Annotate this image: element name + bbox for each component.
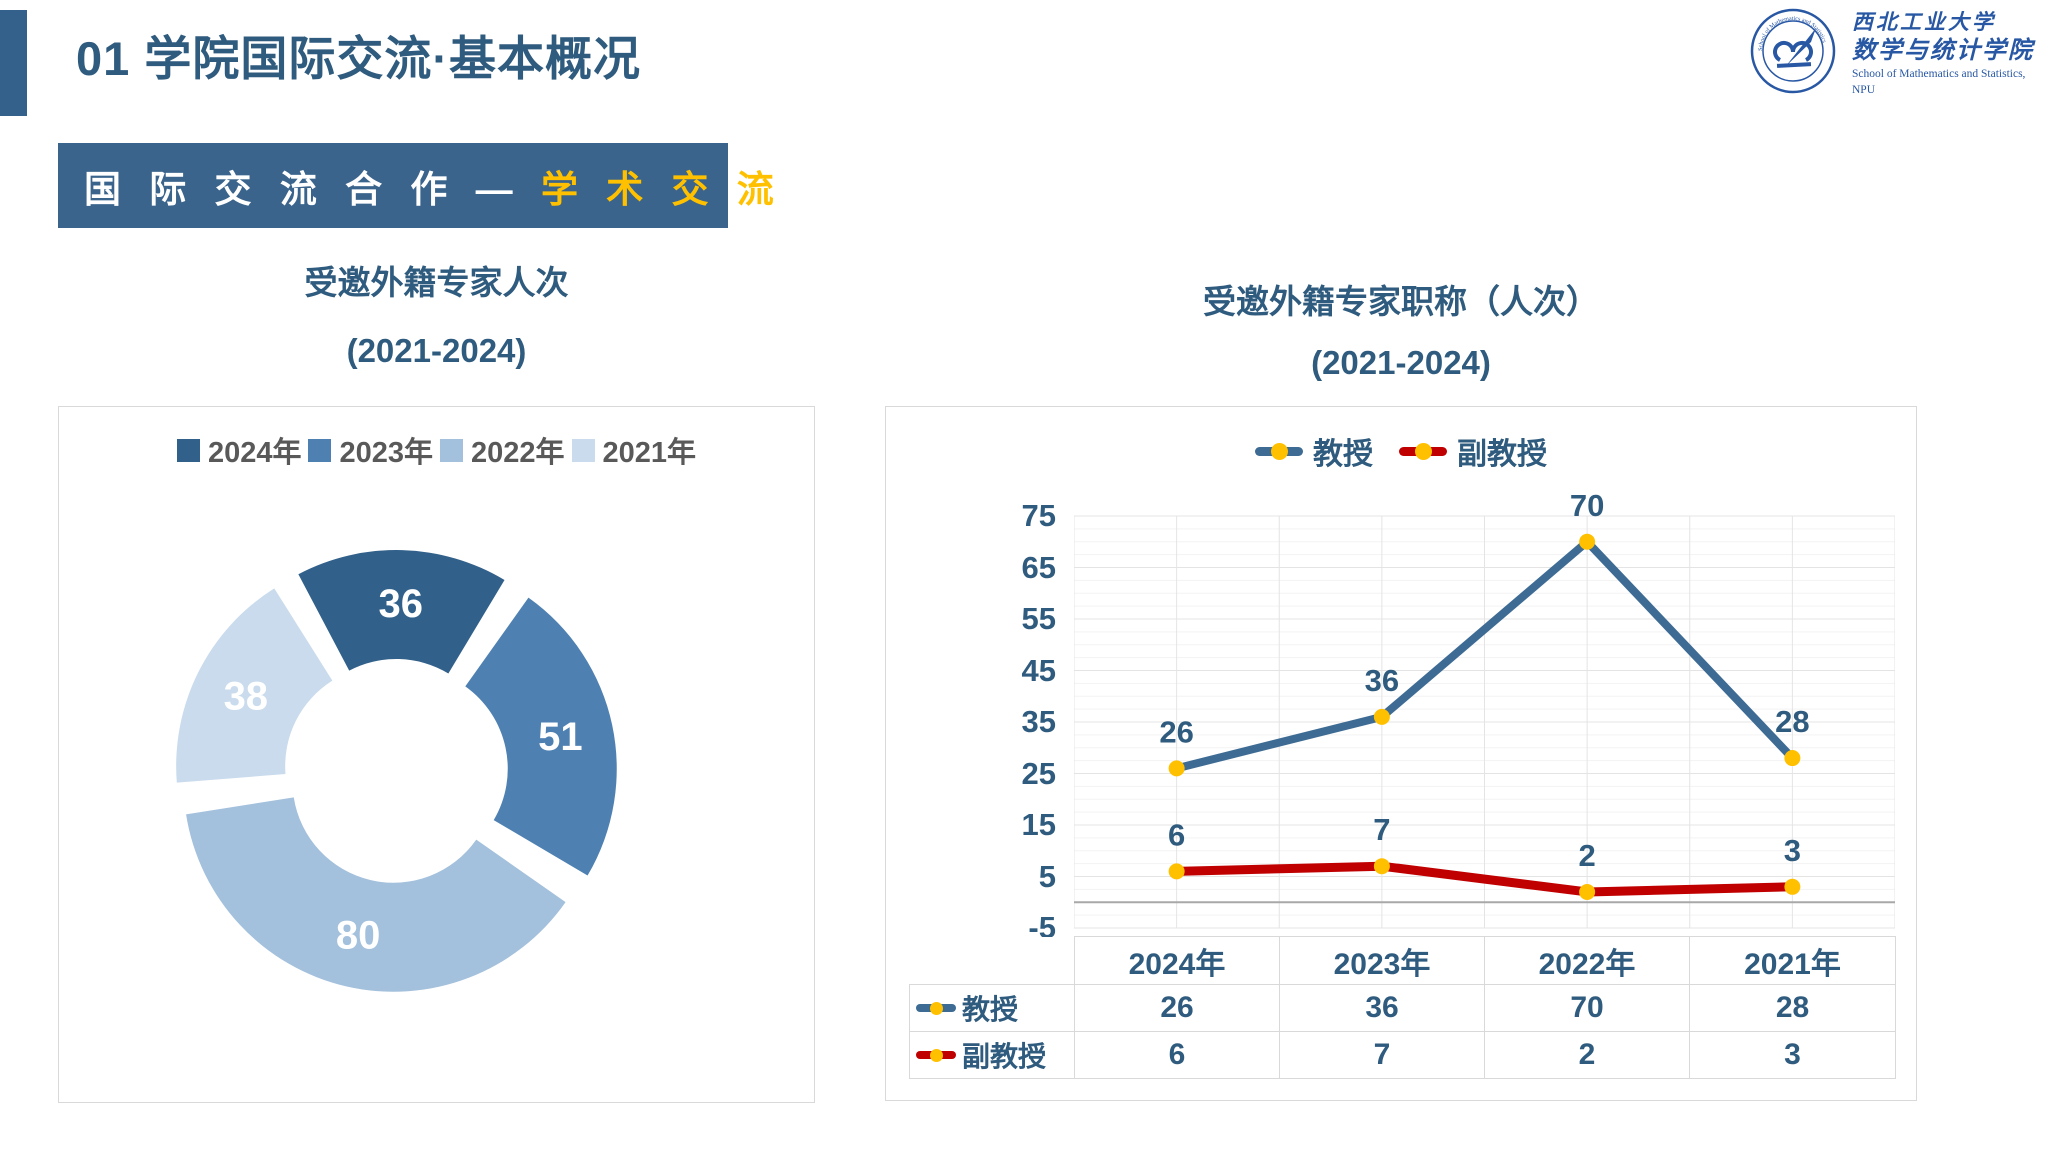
table-header-cell: 2022年 — [1484, 936, 1690, 985]
legend-label: 教授 — [1313, 438, 1373, 471]
data-point-marker — [1373, 708, 1390, 725]
table-cell: 26 — [1074, 984, 1280, 1032]
school-logo: School of Mathematics and Statistics 西北工… — [1750, 4, 2042, 96]
legend-label: 2021年 — [602, 437, 697, 469]
data-table: 2024年 2023年 2022年 2021年 教授 26 36 70 28 — [909, 936, 1896, 1079]
accent-bar — [0, 10, 27, 116]
legend-swatch-2024 — [176, 438, 200, 462]
logo-university-name: 西北工业大学 — [1852, 11, 1996, 34]
data-label: 7 — [1373, 812, 1390, 847]
data-point-marker — [1784, 750, 1801, 767]
doughnut-slice-2024年 — [298, 550, 505, 674]
table-cell: 3 — [1689, 1031, 1896, 1079]
legend-swatch-2022 — [440, 438, 463, 462]
pie-chart-title-line1: 受邀外籍专家人次 — [304, 264, 569, 301]
table-row-label: 教授 — [962, 994, 1019, 1025]
table-cell: 7 — [1279, 1031, 1485, 1079]
data-label: 28 — [1775, 704, 1809, 739]
logo-seal-icon: School of Mathematics and Statistics — [1750, 8, 1836, 94]
banner-highlight-text: 学 术 交 流 — [540, 168, 783, 210]
data-point-marker — [1168, 863, 1185, 880]
y-axis-tick: 25 — [1021, 755, 1056, 791]
y-axis-tick: 15 — [1021, 807, 1056, 842]
table-corner-cell — [909, 936, 1075, 985]
legend-item-2024: 2024年 — [176, 429, 302, 471]
slice-data-label: 36 — [378, 582, 423, 626]
table-cell: 36 — [1279, 984, 1485, 1032]
table-row-label: 副教授 — [962, 1041, 1047, 1072]
slice-data-label: 51 — [538, 715, 583, 759]
data-point-marker — [1168, 760, 1185, 777]
data-label: 2 — [1579, 838, 1596, 873]
section-banner: 国 际 交 流 合 作 — 学 术 交 流 — [58, 143, 774, 228]
pie-chart-title-line2: (2021-2024) — [346, 332, 527, 369]
legend-item-2021: 2021年 — [571, 429, 697, 471]
table-row-label-cell: 教授 — [909, 984, 1075, 1032]
table-header-row: 2024年 2023年 2022年 2021年 — [909, 936, 1896, 985]
table-cell: 2 — [1484, 1031, 1690, 1079]
logo-school-name-en: School of Mathematics and Statistics, NP… — [1852, 68, 2026, 96]
professor-line-key-icon — [916, 1001, 956, 1015]
data-label: 6 — [1168, 817, 1185, 852]
doughnut-chart: 36 51 80 38 — [176, 550, 617, 992]
data-label: 3 — [1784, 833, 1801, 868]
legend-item-2022: 2022年 — [440, 429, 565, 471]
data-point-marker — [1579, 883, 1596, 900]
legend-label: 副教授 — [1457, 438, 1547, 471]
table-row-label-cell: 副教授 — [909, 1031, 1075, 1079]
legend-swatch-2021 — [571, 438, 595, 462]
page-title: 01 学院国际交流·基本概况 — [76, 32, 641, 85]
data-point-marker — [1373, 858, 1390, 875]
y-axis-tick: 45 — [1021, 652, 1056, 688]
banner-text: 国 际 交 流 合 作 — — [84, 168, 541, 210]
legend-swatch-2023 — [308, 438, 332, 462]
legend-item-associate-professor: 副教授 — [1399, 429, 1547, 473]
pie-chart-panel: 2024年 2023年 2022年 2021年 36 51 80 38 — [58, 406, 815, 1103]
line-chart: 26 36 70 28 6 7 2 3 — [1074, 488, 1895, 929]
logo-text-block: 西北工业大学 数学与统计学院 School of Mathematics and… — [1852, 10, 2042, 98]
professor-line-key-icon — [1255, 442, 1303, 460]
y-axis-tick: 35 — [1021, 704, 1056, 739]
pie-legend: 2024年 2023年 2022年 2021年 — [59, 429, 814, 471]
data-label: 70 — [1570, 488, 1604, 523]
legend-label: 2022年 — [471, 437, 565, 469]
y-axis-ticks: 75 65 55 45 35 25 15 5 -5 — [956, 407, 1056, 1100]
line-legend: 教授 副教授 — [886, 429, 1916, 473]
legend-item-professor: 教授 — [1255, 429, 1373, 473]
table-header-cell: 2021年 — [1689, 936, 1896, 985]
line-chart-panel: 教授 副教授 75 65 55 45 35 25 15 5 -5 26 36 70 28 6 7 2 3 20… — [885, 406, 1917, 1101]
y-axis-tick: 65 — [1021, 549, 1056, 585]
slice-data-label: 80 — [336, 914, 381, 958]
table-cell: 6 — [1074, 1031, 1280, 1079]
series-line-教授 — [1172, 537, 1797, 773]
data-label: 36 — [1365, 663, 1399, 698]
table-header-cell: 2024年 — [1074, 936, 1280, 985]
associate-professor-line-key-icon — [1399, 442, 1447, 460]
table-cell: 70 — [1484, 984, 1690, 1032]
doughnut-slice-2021年 — [176, 588, 333, 783]
table-row-associate-professor: 副教授 6 7 2 3 — [909, 1031, 1896, 1079]
line-chart-title-line1: 受邀外籍专家职称（人次） — [1203, 283, 1599, 320]
slice-data-label: 38 — [224, 675, 269, 719]
table-cell: 28 — [1689, 984, 1896, 1032]
table-row-professor: 教授 26 36 70 28 — [909, 984, 1896, 1032]
y-axis-tick: 55 — [1021, 601, 1056, 636]
logo-school-name: 数学与统计学院 — [1852, 37, 2034, 64]
legend-label: 2023年 — [339, 437, 433, 469]
series-line-副教授 — [1172, 861, 1797, 897]
legend-item-2023: 2023年 — [308, 429, 433, 471]
line-chart-title-line2: (2021-2024) — [1311, 344, 1491, 381]
data-label: 26 — [1159, 714, 1193, 749]
legend-label: 2024年 — [207, 437, 302, 469]
table-header-cell: 2023年 — [1279, 936, 1485, 985]
data-point-marker — [1579, 533, 1596, 550]
data-point-marker — [1784, 878, 1801, 895]
doughnut-slice-2022年 — [186, 797, 566, 992]
y-axis-tick: 75 — [1021, 498, 1056, 533]
associate-professor-line-key-icon — [916, 1048, 956, 1062]
y-axis-tick: 5 — [1038, 858, 1056, 894]
doughnut-slice-2023年 — [465, 597, 617, 876]
